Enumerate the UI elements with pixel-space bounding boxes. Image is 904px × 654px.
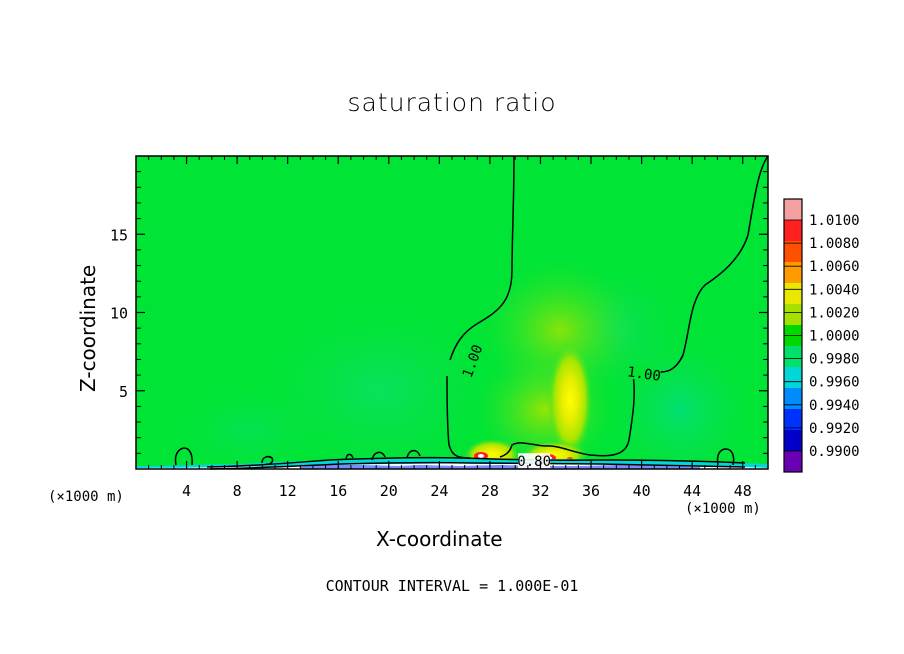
colorbar-level-label: 0.9960 [809,375,860,391]
x-tick-label: 8 [233,482,242,500]
colorbar-swatch [784,283,802,305]
x-axis: 4 8 12 16 20 24 28 32 36 40 44 48 [148,156,756,500]
colorbar-level-label: 0.9940 [809,398,860,414]
colorbar-swatch [784,346,802,368]
colorbar-level-label: 1.0100 [809,213,860,229]
colorbar-swatch [784,451,802,473]
x-tick-label: 36 [582,482,600,500]
contour-bump-6 [345,453,354,460]
contour-interval-note: CONTOUR INTERVAL = 1.000E-01 [325,577,579,595]
x-tick-label: 16 [329,482,347,500]
contour-label-group: 1.00 [626,363,662,385]
contour-lines [174,155,769,470]
contour-bump-5 [406,449,421,459]
colorbar-level-label: 1.0020 [809,305,860,321]
contour-label-bg [459,343,485,379]
colorbar-level-label: 1.0040 [809,282,860,298]
colorbar-level-label: 1.0060 [809,259,860,275]
colorbar-swatch [784,430,802,452]
y-axis: 5 10 15 [110,171,768,454]
y-tick-label: 10 [110,305,128,323]
contour-bump-2 [716,448,735,466]
colorbar-level-label: 1.0080 [809,236,860,252]
x-tick-label: 12 [279,482,297,500]
contour-labels: 1.00 1.000.80 [459,343,662,470]
contour-label-group: 0.80 [517,453,551,470]
contour-label: 0.80 [517,454,551,470]
colorbar-swatch [784,304,802,326]
chart-title: saturation ratio [347,88,557,117]
x-unit-right: (×1000 m) [685,501,761,517]
contour-line-100-left [449,155,515,361]
colorbar-swatch [784,262,802,284]
contour-line-surface-1 [206,456,746,468]
colorbar-swatch [784,241,802,263]
x-tick-label: 32 [531,482,549,500]
colorbar-swatch [784,409,802,431]
contour-line-100-right-lower [499,373,635,458]
x-unit-left: (×1000 m) [48,489,124,505]
colorbar-swatch [784,367,802,389]
colorbar-level-label: 0.9900 [809,444,860,460]
x-axis-label: X-coordinate [376,527,503,551]
x-tick-label: 48 [734,482,752,500]
colorbar-swatch [784,220,802,242]
colorbar-level-label: 0.9980 [809,352,860,368]
contour-line-100-right [659,155,769,373]
y-tick-label: 5 [119,383,128,401]
colorbar-level-label: 0.9920 [809,421,860,437]
x-tick-label: 24 [430,482,448,500]
colorbar-level-label: 1.0000 [809,329,860,345]
y-tick-label: 15 [110,226,128,244]
y-axis-label: Z-coordinate [76,264,100,392]
x-tick-label: 40 [633,482,651,500]
x-tick-label: 4 [182,482,191,500]
contour-label: 1.00 [626,364,662,385]
x-tick-label: 44 [683,482,701,500]
contour-label-bg [627,363,662,383]
contour-bump-1 [174,447,193,466]
x-tick-label: 28 [481,482,499,500]
colorbar-swatch [784,199,802,221]
colorbar-swatch [784,388,802,410]
contour-line-surface-2 [209,461,746,470]
contour-line-100-left-lower [446,375,471,459]
heatmap-field [136,156,768,469]
contour-label-bg [518,453,551,469]
colorbar: 1.0100 1.0080 1.0060 1.0040 1.0020 1.0000 0.99… [783,198,860,473]
x-tick-label: 20 [380,482,398,500]
